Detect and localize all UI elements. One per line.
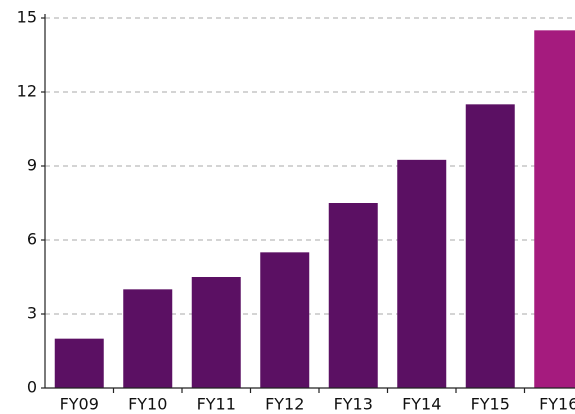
x-tick-label: FY09 bbox=[60, 395, 99, 414]
y-tick-label: 15 bbox=[17, 8, 37, 27]
x-tick-label: FY14 bbox=[402, 395, 441, 414]
bar bbox=[328, 203, 378, 388]
x-tick-label: FY11 bbox=[197, 395, 236, 414]
bar bbox=[534, 30, 575, 388]
bar bbox=[54, 338, 104, 388]
y-tick-label: 3 bbox=[27, 304, 37, 323]
x-tick-label: FY15 bbox=[471, 395, 510, 414]
y-tick-label: 12 bbox=[17, 82, 37, 101]
bar bbox=[191, 277, 241, 388]
bar bbox=[260, 252, 310, 388]
x-tick-label: FY10 bbox=[128, 395, 167, 414]
y-tick-label: 0 bbox=[27, 378, 37, 397]
x-tick-label: FY13 bbox=[334, 395, 373, 414]
x-tick-label: FY16 bbox=[539, 395, 575, 414]
x-tick-label: FY12 bbox=[265, 395, 304, 414]
bar bbox=[465, 104, 515, 388]
bar bbox=[123, 289, 173, 388]
y-tick-label: 6 bbox=[27, 230, 37, 249]
y-tick-label: 9 bbox=[27, 156, 37, 175]
bar bbox=[397, 159, 447, 388]
